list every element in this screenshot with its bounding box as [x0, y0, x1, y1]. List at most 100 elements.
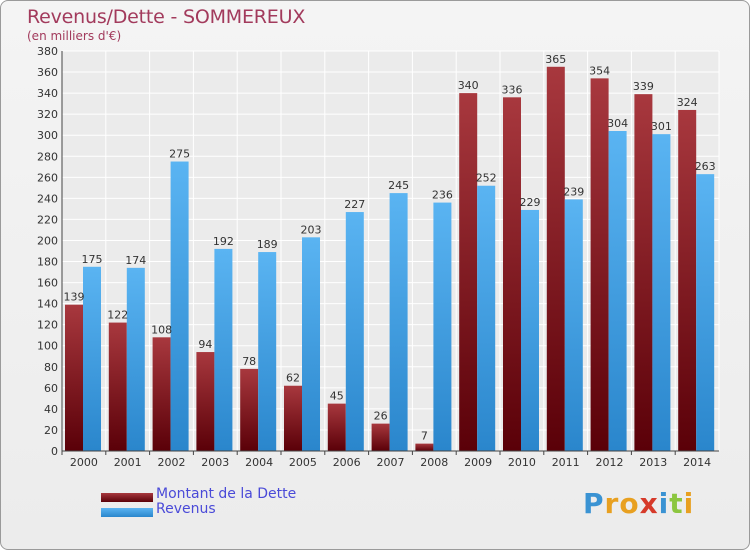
- value-label-revenus-2011: 239: [563, 185, 584, 198]
- value-label-revenus-2002: 275: [169, 148, 190, 161]
- legend-label-revenus: Revenus: [156, 501, 216, 517]
- bar-dette-2007: [371, 423, 390, 451]
- bar-dette-2010: [503, 97, 521, 451]
- legend-swatch-revenus: [101, 508, 153, 517]
- x-tick-label: 2002: [158, 456, 186, 469]
- x-tick-label: 2007: [377, 456, 405, 469]
- bar-dette-2009: [459, 93, 478, 452]
- y-tick-label: 220: [37, 213, 58, 226]
- value-label-dette-2010: 336: [502, 83, 523, 96]
- value-label-dette-2014: 324: [677, 96, 698, 109]
- bar-revenus-2005: [302, 237, 320, 451]
- bar-dette-2012: [590, 78, 609, 452]
- logo-letter: r: [604, 487, 620, 520]
- x-tick-label: 2001: [114, 456, 142, 469]
- value-label-dette-2008: 7: [421, 430, 428, 443]
- value-label-dette-2004: 78: [242, 355, 256, 368]
- value-label-revenus-2010: 229: [520, 196, 541, 209]
- y-tick-label: 80: [44, 361, 58, 374]
- y-tick-label: 60: [44, 382, 58, 395]
- value-label-revenus-2006: 227: [344, 198, 365, 211]
- value-label-dette-2001: 122: [107, 309, 128, 322]
- value-label-dette-2011: 365: [545, 53, 566, 66]
- y-tick-label: 340: [37, 87, 58, 100]
- y-tick-label: 120: [37, 319, 58, 332]
- y-tick-label: 140: [37, 298, 58, 311]
- x-tick-label: 2005: [289, 456, 317, 469]
- y-tick-label: 40: [44, 403, 58, 416]
- bar-dette-2013: [634, 94, 653, 451]
- x-tick-label: 2003: [201, 456, 229, 469]
- y-tick-label: 360: [37, 66, 58, 79]
- bar-revenus-2013: [652, 134, 671, 451]
- bar-revenus-2010: [521, 209, 539, 451]
- value-label-revenus-2007: 245: [388, 179, 409, 192]
- logo-letter: i: [683, 487, 695, 520]
- value-label-dette-2012: 354: [589, 64, 610, 77]
- bar-revenus-2000: [83, 266, 101, 451]
- legend-swatch-dette: [101, 493, 153, 502]
- bar-revenus-2011: [564, 199, 583, 451]
- logo-letter: P: [583, 487, 605, 520]
- value-label-revenus-2013: 301: [651, 120, 672, 133]
- value-label-revenus-2000: 175: [82, 253, 103, 266]
- value-label-revenus-2001: 174: [125, 254, 146, 267]
- y-tick-label: 100: [37, 340, 58, 353]
- x-tick-label: 2009: [464, 456, 492, 469]
- x-tick-label: 2012: [596, 456, 624, 469]
- value-label-revenus-2009: 252: [476, 172, 497, 185]
- bar-dette-2011: [546, 66, 565, 451]
- y-tick-label: 300: [37, 129, 58, 142]
- y-tick-label: 380: [37, 45, 58, 58]
- y-tick-label: 280: [37, 150, 58, 163]
- bars-layer: [65, 66, 715, 452]
- logo-letter: o: [619, 487, 640, 520]
- y-tick-label: 160: [37, 277, 58, 290]
- bar-revenus-2003: [214, 248, 233, 451]
- bar-revenus-2008: [433, 202, 452, 451]
- value-label-dette-2006: 45: [330, 390, 344, 403]
- x-tick-label: 2004: [245, 456, 273, 469]
- value-label-revenus-2012: 304: [607, 117, 628, 130]
- bar-dette-2004: [240, 368, 259, 451]
- logo-letter: i: [658, 487, 670, 520]
- bar-dette-2001: [108, 322, 127, 451]
- bar-revenus-2009: [477, 185, 496, 451]
- y-tick-label: 200: [37, 234, 58, 247]
- logo-letter: t: [669, 487, 684, 520]
- value-label-dette-2013: 339: [633, 80, 654, 93]
- x-tick-label: 2006: [333, 456, 361, 469]
- y-tick-label: 0: [51, 445, 58, 458]
- bar-revenus-2004: [258, 252, 277, 451]
- bar-dette-2005: [284, 385, 302, 451]
- x-tick-label: 2010: [508, 456, 536, 469]
- bar-dette-2002: [152, 337, 171, 451]
- value-label-dette-2002: 108: [151, 323, 172, 336]
- bar-revenus-2001: [126, 267, 145, 451]
- legend-label-dette: Montant de la Dette: [156, 486, 297, 502]
- y-tick-label: 180: [37, 256, 58, 269]
- bar-revenus-2002: [170, 161, 189, 452]
- value-label-dette-2009: 340: [458, 79, 479, 92]
- value-label-revenus-2014: 263: [695, 160, 716, 173]
- y-tick-label: 20: [44, 424, 58, 437]
- value-labels-layer: 139 122 108 94 78 62 45 26 7 340 336 365 354 339 324 17…: [64, 53, 716, 443]
- x-tick-label: 2014: [683, 456, 711, 469]
- value-label-revenus-2003: 192: [213, 235, 234, 248]
- axis-layer: 0 20 40 60 80 100 120 140 160 180 200 220 240 260 280 3…: [37, 45, 719, 469]
- value-label-revenus-2008: 236: [432, 189, 453, 202]
- bar-dette-2006: [327, 403, 346, 451]
- x-tick-label: 2008: [420, 456, 448, 469]
- chart-title: Revenus/Dette - SOMMEREUX: [27, 6, 306, 28]
- x-tick-label: 2011: [552, 456, 580, 469]
- bar-dette-2003: [196, 352, 215, 451]
- bar-dette-2014: [678, 109, 697, 452]
- proxiti-logo: Proxiti: [583, 487, 694, 520]
- logo-letter: x: [639, 487, 659, 520]
- x-tick-label: 2013: [639, 456, 667, 469]
- bar-revenus-2006: [345, 212, 364, 451]
- chart-subtitle: (en milliers d'€): [27, 29, 122, 43]
- bar-dette-2000: [65, 304, 83, 451]
- value-label-dette-2000: 139: [64, 291, 85, 304]
